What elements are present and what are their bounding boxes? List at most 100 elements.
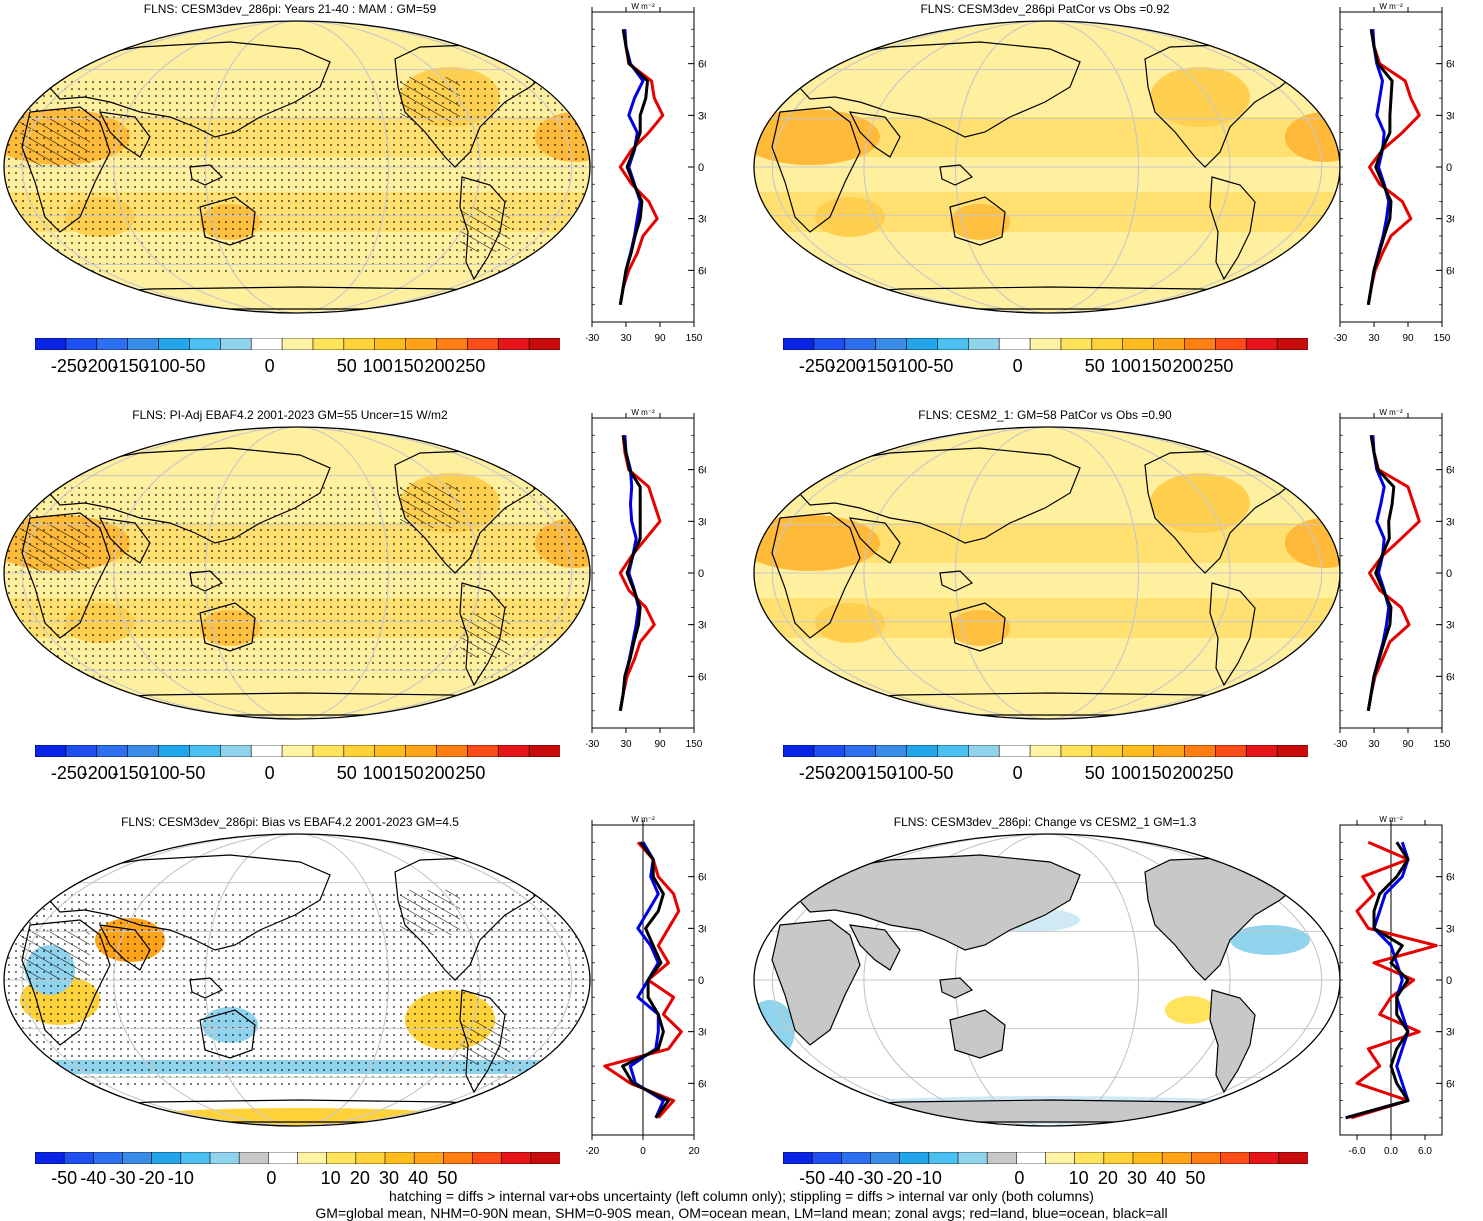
colorbar-swatch bbox=[1278, 1152, 1308, 1164]
colorbar-swatch bbox=[844, 745, 877, 757]
lat-label: 0 bbox=[698, 975, 704, 987]
zonal-units: W m⁻² bbox=[1379, 408, 1403, 417]
colorbar-label: 200 bbox=[1172, 356, 1203, 376]
coastline bbox=[939, 164, 974, 186]
colorbar-swatch bbox=[343, 338, 376, 350]
all-zonal-line bbox=[621, 841, 670, 1119]
colorbar bbox=[35, 1152, 560, 1164]
x-tick-label: 90 bbox=[1402, 333, 1414, 344]
coastline bbox=[459, 582, 506, 687]
colorbar-label: 150 bbox=[1141, 356, 1172, 376]
x-tick-label: 0 bbox=[640, 1146, 646, 1157]
colorbar-swatch bbox=[158, 745, 191, 757]
coastline bbox=[199, 1009, 256, 1059]
colorbar-swatch bbox=[1215, 745, 1248, 757]
coastline bbox=[189, 164, 224, 186]
colorbar-label: -50 bbox=[799, 1168, 826, 1188]
colorbar-swatch bbox=[528, 745, 560, 757]
plot-frame bbox=[1339, 417, 1443, 729]
plot-frame bbox=[591, 417, 695, 729]
lat-label: 30N bbox=[698, 110, 706, 122]
lat-label: 30S bbox=[1446, 620, 1454, 632]
colorbar-swatch bbox=[472, 1152, 503, 1164]
colorbar-swatch bbox=[1215, 338, 1248, 350]
colorbar-label: 0 bbox=[1012, 356, 1023, 376]
colorbar-swatch bbox=[1245, 338, 1278, 350]
map bbox=[3, 20, 591, 314]
colorbar-swatch bbox=[1153, 338, 1186, 350]
colorbar-swatch bbox=[783, 745, 815, 757]
x-tick-label: -30 bbox=[1334, 739, 1348, 750]
colorbar-label: 0 bbox=[266, 1168, 277, 1188]
colorbar-label: -200 bbox=[81, 356, 118, 376]
colorbar-label: 0 bbox=[264, 763, 275, 783]
x-tick-label: -20 bbox=[586, 1146, 600, 1157]
coastline bbox=[1259, 430, 1311, 464]
coastline bbox=[1259, 837, 1311, 871]
colorbar-swatch bbox=[1029, 745, 1062, 757]
colorbar-label: 40 bbox=[1156, 1168, 1177, 1188]
x-tick-label: 150 bbox=[1434, 739, 1451, 750]
colorbar-label: 250 bbox=[1203, 763, 1234, 783]
colorbar-label: 20 bbox=[1097, 1168, 1118, 1188]
colorbar bbox=[783, 745, 1308, 757]
lat-label: 60N bbox=[1446, 872, 1454, 884]
colorbar-swatch bbox=[238, 1152, 270, 1164]
coastline bbox=[199, 196, 256, 246]
colorbar-label: 50 bbox=[1084, 356, 1105, 376]
colorbar-swatch bbox=[497, 338, 530, 350]
colorbar-swatch bbox=[467, 745, 500, 757]
lat-label: 0 bbox=[1446, 568, 1452, 580]
coastline bbox=[771, 919, 861, 1046]
colorbar-label: 10 bbox=[320, 1168, 341, 1188]
land-zonal-line bbox=[1350, 840, 1438, 1120]
coastline bbox=[789, 854, 1081, 951]
coastline bbox=[771, 106, 861, 233]
land-zonal-line bbox=[618, 435, 662, 712]
colorbar-swatch bbox=[928, 1152, 959, 1164]
colorbar-swatch bbox=[122, 1152, 153, 1164]
colorbar-label: 50 bbox=[336, 356, 357, 376]
zonal-units: W m⁻² bbox=[1379, 815, 1403, 824]
coastline bbox=[98, 924, 151, 971]
colorbar-label: 50 bbox=[336, 763, 357, 783]
colorbar-swatch bbox=[967, 338, 1000, 350]
coastline bbox=[98, 517, 151, 564]
colorbar-swatch bbox=[96, 338, 129, 350]
map-border bbox=[3, 833, 591, 1127]
colorbar-swatch bbox=[1060, 338, 1093, 350]
coastline bbox=[789, 447, 1081, 544]
colorbar-swatch bbox=[219, 338, 252, 350]
colorbar-swatch bbox=[875, 338, 908, 350]
colorbar-label: -100 bbox=[891, 763, 928, 783]
colorbar-swatch bbox=[998, 338, 1031, 350]
lat-label: 0 bbox=[1446, 162, 1452, 174]
colorbar-swatch bbox=[63, 1152, 95, 1164]
colorbar-label: 10 bbox=[1068, 1168, 1089, 1188]
colorbar-label: -40 bbox=[828, 1168, 855, 1188]
colorbar-swatch bbox=[1016, 1152, 1047, 1164]
colorbar-swatch bbox=[986, 1152, 1018, 1164]
colorbar-swatch bbox=[1153, 745, 1186, 757]
colorbar-swatch bbox=[1091, 338, 1124, 350]
colorbar-swatch bbox=[436, 338, 469, 350]
lat-label: 60S bbox=[1446, 1078, 1454, 1090]
colorbar-label: 200 bbox=[424, 356, 455, 376]
footer-line-1: hatching = diffs > internal var+obs unce… bbox=[389, 1188, 1094, 1204]
colorbar-labels: -250 -200 -150 -100 -50 0 50 100 150 200 250 bbox=[783, 763, 1308, 785]
colorbar-swatch bbox=[151, 1152, 182, 1164]
colorbar-label: -250 bbox=[798, 763, 835, 783]
coastline bbox=[39, 854, 331, 951]
coastline bbox=[189, 977, 224, 999]
colorbar-label: -100 bbox=[143, 763, 180, 783]
lat-label: 30S bbox=[698, 620, 706, 632]
colorbar-label: 0 bbox=[1012, 763, 1023, 783]
colorbar-swatch bbox=[530, 1152, 560, 1164]
footer-line-2: GM=global mean, NHM=0-90N mean, SHM=0-90… bbox=[315, 1205, 1168, 1221]
x-tick-label: 6.0 bbox=[1418, 1146, 1432, 1157]
x-tick-label: -6.0 bbox=[1348, 1146, 1366, 1157]
colorbar-swatch bbox=[1029, 338, 1062, 350]
coastline bbox=[98, 111, 151, 158]
panel-title: FLNS: PI-Adj EBAF4.2 2001-2023 GM=55 Unc… bbox=[132, 408, 448, 422]
lat-label: 30S bbox=[1446, 214, 1454, 226]
